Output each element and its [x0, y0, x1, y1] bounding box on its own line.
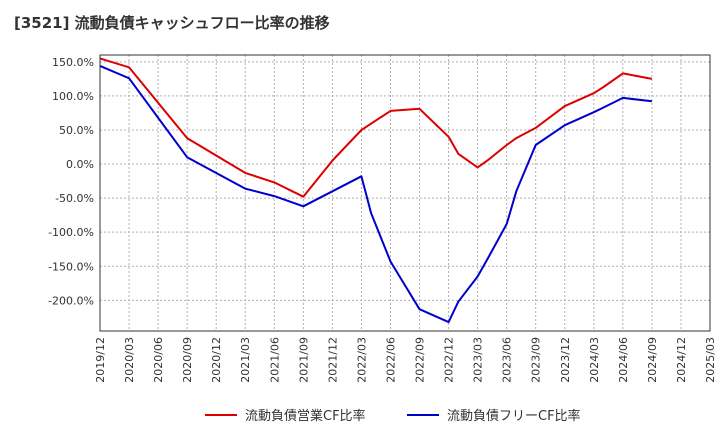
grid-layer: [100, 55, 710, 331]
x-tick-label: 2020/03: [123, 337, 136, 383]
y-tick-label: -100.0%: [48, 226, 94, 239]
series-line-0: [99, 57, 653, 198]
axis-layer: 2019/12 2020/03 2020/06 2020/09 2020/12 2021/…: [48, 56, 717, 383]
y-tick-label: -50.0%: [55, 192, 94, 205]
x-tick-label: 2024/06: [617, 337, 630, 383]
x-tick-label: 2021/06: [268, 337, 281, 383]
x-tick-label: 2023/09: [530, 337, 543, 383]
plot-frame: [99, 54, 711, 332]
x-tick-label: 2022/12: [443, 337, 456, 383]
x-tick-label: 2021/03: [239, 337, 252, 383]
legend-layer: 流動負債営業CF比率 流動負債フリーCF比率: [205, 408, 581, 424]
x-tick-label: 2022/09: [414, 337, 427, 383]
y-tick-label: 0.0%: [66, 158, 94, 171]
x-tick-label: 2025/03: [704, 337, 717, 383]
series-line-1: [99, 64, 653, 324]
x-tick-label: 2022/06: [384, 337, 397, 383]
x-tick-label: 2023/06: [501, 337, 514, 383]
x-tick-label: 2019/12: [94, 337, 107, 383]
chart-title: [3521] 流動負債キャッシュフロー比率の推移: [14, 14, 330, 32]
y-tick-label: 150.0%: [52, 56, 94, 69]
series-layer: [99, 57, 653, 324]
y-tick-label: 100.0%: [52, 90, 94, 103]
x-tick-label: 2024/09: [646, 337, 659, 383]
x-tick-label: 2022/03: [355, 337, 368, 383]
x-tick-label: 2023/03: [472, 337, 485, 383]
y-tick-label: -150.0%: [48, 260, 94, 273]
legend-label-1: 流動負債フリーCF比率: [447, 408, 581, 424]
x-tick-label: 2023/12: [559, 337, 572, 383]
x-tick-label: 2021/09: [297, 337, 310, 383]
x-tick-label: 2020/06: [152, 337, 165, 383]
y-tick-label: -200.0%: [48, 294, 94, 307]
x-tick-label: 2021/12: [326, 337, 339, 383]
legend-label-0: 流動負債営業CF比率: [245, 408, 366, 424]
x-tick-label: 2020/12: [210, 337, 223, 383]
x-tick-label: 2020/09: [181, 337, 194, 383]
x-tick-label: 2024/03: [588, 337, 601, 383]
y-tick-label: 50.0%: [59, 124, 94, 137]
x-tick-label: 2024/12: [675, 337, 688, 383]
